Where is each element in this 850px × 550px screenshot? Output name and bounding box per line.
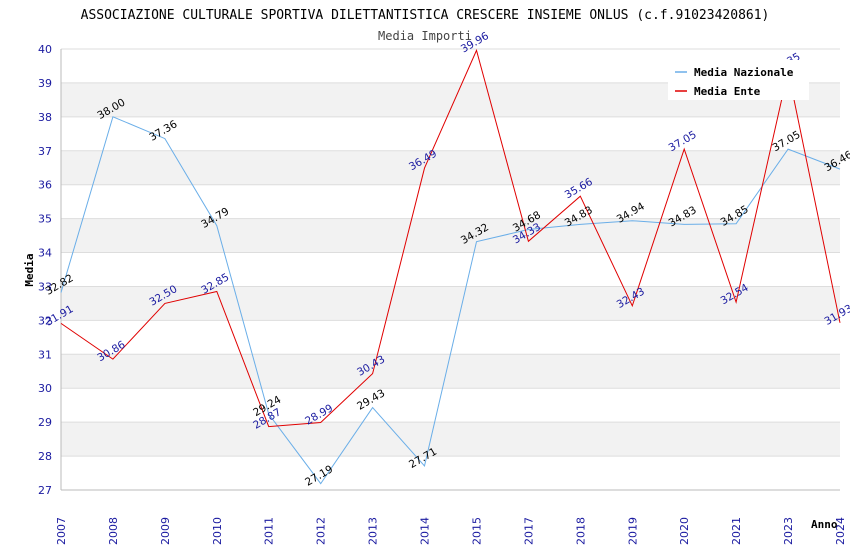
x-tick-label: 2012 <box>315 517 328 545</box>
grid-band <box>61 150 840 185</box>
x-tick-label: 2010 <box>211 517 224 545</box>
legend-entry: Media Ente <box>694 85 761 98</box>
grid-band <box>61 286 840 321</box>
y-tick-label: 36 <box>38 179 52 192</box>
grid-band <box>61 422 840 457</box>
x-tick-label: 2007 <box>55 517 68 545</box>
chart-title: ASSOCIAZIONE CULTURALE SPORTIVA DILETTAN… <box>81 8 770 23</box>
legend-box <box>668 60 809 100</box>
y-tick-label: 38 <box>38 111 52 124</box>
x-tick-label: 2021 <box>730 517 743 545</box>
y-tick-label: 40 <box>38 43 52 56</box>
data-label: 29.43 <box>355 387 387 412</box>
y-tick-label: 37 <box>38 145 52 158</box>
y-tick-label: 27 <box>38 484 52 497</box>
y-tick-label: 29 <box>38 416 52 429</box>
y-tick-label: 39 <box>38 77 52 90</box>
chart-subtitle: Media Importi <box>378 29 472 43</box>
y-axis-label: Media <box>23 253 36 286</box>
data-label: 31.91 <box>43 303 75 328</box>
x-tick-label: 2008 <box>107 517 120 545</box>
y-tick-label: 34 <box>38 247 52 260</box>
x-tick-label: 2015 <box>470 517 483 545</box>
x-tick-label: 2009 <box>159 517 172 545</box>
x-axis-label: Anno <box>811 518 838 531</box>
y-tick-label: 30 <box>38 382 52 395</box>
x-tick-label: 2020 <box>678 517 691 545</box>
y-tick-label: 32 <box>38 314 52 327</box>
y-tick-labels: 27 28 29 30 31 32 33 34 35 36 37 38 39 40 <box>38 43 52 497</box>
legend-entry: Media Nazionale <box>694 66 794 79</box>
x-tick-label: 2024 <box>834 517 847 545</box>
x-tick-label: 2017 <box>522 517 535 545</box>
data-label: 37.36 <box>147 118 179 144</box>
y-tick-label: 33 <box>38 280 52 293</box>
x-tick-label: 2023 <box>782 517 795 545</box>
y-tick-label: 35 <box>38 213 52 226</box>
x-tick-labels: 2007 2008 2009 2010 2011 2012 2013 2014 2015 2017… <box>55 517 847 545</box>
grid-band <box>61 354 840 389</box>
x-tick-label: 2019 <box>626 517 639 545</box>
plot-bands <box>61 82 840 457</box>
x-tick-label: 2011 <box>263 517 276 545</box>
x-tick-label: 2013 <box>367 517 380 545</box>
series-line <box>60 48 841 428</box>
axes <box>60 49 840 491</box>
x-tick-label: 2018 <box>574 517 587 545</box>
y-tick-label: 28 <box>38 450 52 463</box>
y-tick-label: 31 <box>38 348 52 361</box>
series-lines <box>60 48 841 485</box>
x-tick-label: 2014 <box>419 517 432 545</box>
legend: Media Nazionale Media Ente <box>668 60 809 100</box>
